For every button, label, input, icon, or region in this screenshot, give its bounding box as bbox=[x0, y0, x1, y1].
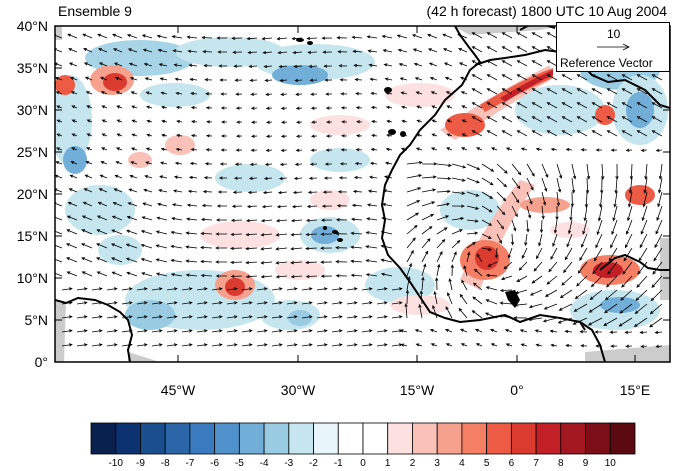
reference-vector-box: 10 Reference Vector bbox=[556, 22, 670, 72]
colorbar-swatch bbox=[535, 422, 562, 455]
colorbar-label: 2 bbox=[409, 458, 416, 469]
colorbar-label: -2 bbox=[309, 458, 318, 469]
lon-label-15w: 15°W bbox=[399, 382, 435, 398]
colorbar-swatch bbox=[609, 422, 636, 455]
lat-label-0: 0° bbox=[34, 354, 48, 370]
missing-data-n bbox=[453, 26, 560, 35]
colorbar-swatch bbox=[412, 422, 438, 455]
lat-label-15n: 15°N bbox=[16, 228, 48, 244]
lat-label-40n: 40°N bbox=[16, 18, 48, 34]
colorbar-label: -1 bbox=[333, 458, 343, 469]
colorbar-label: -6 bbox=[210, 458, 220, 469]
colorbar-label: -5 bbox=[234, 458, 244, 469]
colorbar-swatch bbox=[164, 422, 191, 455]
colorbar-label: 7 bbox=[533, 458, 539, 469]
colorbar-swatch bbox=[560, 422, 586, 455]
colorbar-label: 6 bbox=[508, 458, 515, 469]
colorbar-label: -4 bbox=[259, 458, 269, 469]
missing-data-s bbox=[128, 352, 160, 362]
lon-label-0: 0° bbox=[510, 382, 524, 398]
colorbar-label: 0 bbox=[360, 458, 366, 469]
colorbar-swatch bbox=[510, 422, 537, 455]
colorbar-swatch bbox=[387, 422, 413, 455]
lon-label-15e: 15°E bbox=[619, 382, 651, 398]
lat-label-25n: 25°N bbox=[16, 144, 48, 160]
colorbar-swatch bbox=[140, 422, 166, 455]
reference-vector-magnitude: 10 bbox=[607, 27, 621, 41]
colorbar-label: 3 bbox=[434, 458, 440, 469]
anomaly-shading bbox=[55, 37, 668, 330]
colorbar-swatch bbox=[288, 422, 314, 455]
lat-label-30n: 30°N bbox=[16, 102, 48, 118]
colorbar-label: -10 bbox=[108, 458, 123, 469]
colorbar-swatch bbox=[461, 422, 488, 455]
reference-vector-label: Reference Vector bbox=[560, 56, 653, 70]
colorbar-swatch bbox=[585, 422, 611, 455]
colorbar-swatch bbox=[263, 422, 290, 455]
lon-label-30w: 30°W bbox=[280, 382, 316, 398]
colorbar-swatch bbox=[90, 422, 117, 455]
colorbar-swatch bbox=[486, 422, 512, 455]
forecast-time-title: (42 h forecast) 1800 UTC 10 Aug 2004 bbox=[426, 3, 667, 19]
colorbar-label: 4 bbox=[459, 458, 465, 469]
colorbar-label: -9 bbox=[136, 458, 145, 469]
colorbar-label: 1 bbox=[384, 458, 391, 469]
colorbar-swatch bbox=[214, 422, 240, 455]
colorbar bbox=[90, 422, 636, 455]
colorbar-swatch bbox=[189, 422, 216, 455]
colorbar-swatch bbox=[115, 422, 141, 455]
colorbar-swatch bbox=[362, 422, 389, 455]
missing-data-nw bbox=[55, 26, 62, 40]
colorbar-label: -7 bbox=[185, 458, 195, 469]
missing-data-se bbox=[585, 345, 670, 362]
islands bbox=[296, 38, 520, 308]
colorbar-label: -3 bbox=[284, 458, 294, 469]
colorbar-swatch bbox=[238, 422, 265, 455]
axis-ticks bbox=[55, 25, 670, 363]
lat-label-10n: 10°N bbox=[16, 270, 48, 286]
colorbar-label: 5 bbox=[483, 458, 490, 469]
colorbar-label: -8 bbox=[160, 458, 170, 469]
ensemble-title: Ensemble 9 bbox=[58, 3, 132, 19]
lat-label-5n: 5°N bbox=[24, 312, 49, 328]
colorbar-swatch bbox=[436, 422, 463, 455]
missing-data-sw bbox=[55, 300, 66, 362]
lat-label-20n: 20°N bbox=[16, 186, 48, 202]
reference-arrow-icon bbox=[597, 43, 630, 51]
colorbar-swatch bbox=[313, 422, 339, 455]
colorbar-label: 8 bbox=[558, 458, 564, 469]
colorbar-label: 9 bbox=[582, 458, 589, 469]
colorbar-label: 10 bbox=[604, 458, 616, 469]
colorbar-swatch bbox=[337, 422, 364, 455]
lat-label-35n: 35°N bbox=[16, 60, 48, 76]
lon-label-45w: 45°W bbox=[160, 382, 196, 398]
